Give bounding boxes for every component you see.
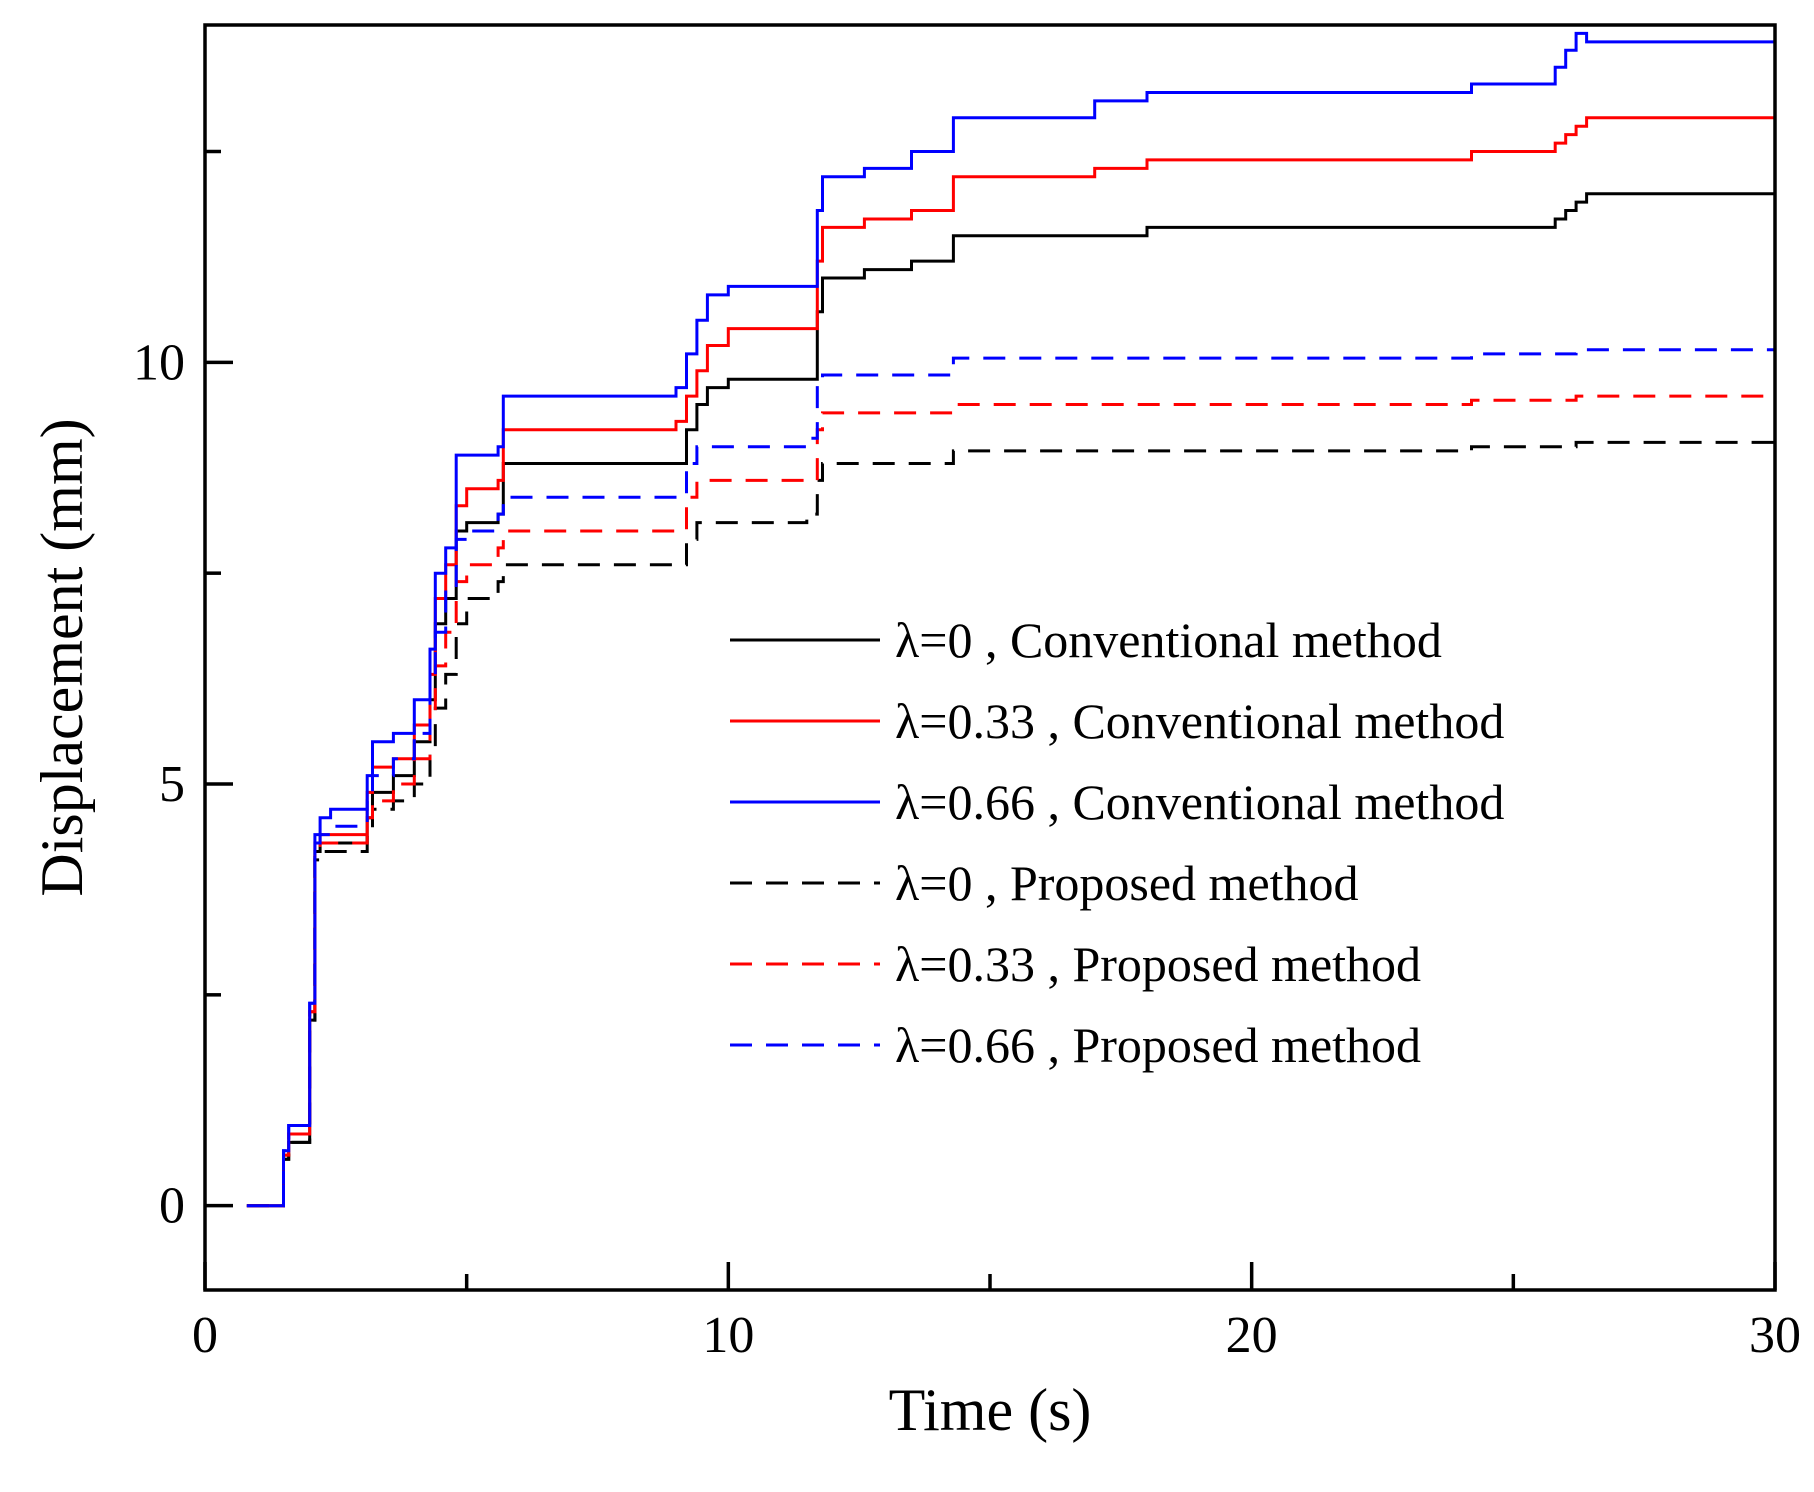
y-tick-label: 5 [159, 756, 185, 813]
x-tick-label: 20 [1226, 1307, 1278, 1364]
series-line-4 [246, 438, 1777, 1208]
legend: λ=0 , Conventional method λ=0.33 , Conven… [730, 612, 1504, 1073]
legend-label-4: λ=0 , Proposed method [895, 855, 1359, 911]
series-line-6 [246, 345, 1777, 1208]
y-axis-title: Displacement (mm) [29, 418, 95, 896]
series-line-3 [246, 31, 1775, 1208]
series-line-5 [246, 391, 1777, 1208]
series-layer [246, 31, 1777, 1208]
x-tick-label: 0 [192, 1307, 218, 1364]
x-tick-label: 30 [1749, 1307, 1801, 1364]
x-tick-label: 10 [702, 1307, 754, 1364]
y-tick-label: 10 [133, 334, 185, 391]
ticks-layer [203, 149, 1777, 1290]
legend-label-5: λ=0.33 , Proposed method [895, 936, 1421, 992]
legend-label-2: λ=0.33 , Conventional method [895, 693, 1504, 749]
legend-label-6: λ=0.66 , Proposed method [895, 1017, 1421, 1073]
x-axis-title: Time (s) [889, 1377, 1092, 1443]
tick-labels-layer: 0 10 20 30 0 5 10 [133, 334, 1801, 1364]
legend-label-1: λ=0 , Conventional method [895, 612, 1442, 668]
legend-label-3: λ=0.66 , Conventional method [895, 774, 1504, 830]
y-tick-label: 0 [159, 1178, 185, 1235]
